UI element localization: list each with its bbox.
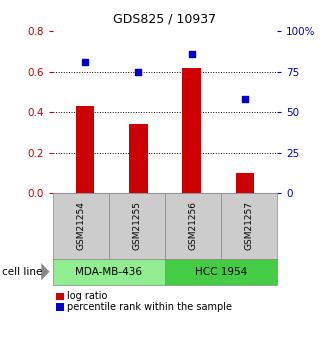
Point <box>82 59 87 65</box>
Text: cell line: cell line <box>2 267 42 277</box>
Text: GDS825 / 10937: GDS825 / 10937 <box>114 12 216 25</box>
Text: GSM21255: GSM21255 <box>132 201 142 250</box>
Point <box>136 69 141 74</box>
Text: MDA-MB-436: MDA-MB-436 <box>75 267 143 277</box>
Bar <box>129 124 148 193</box>
Bar <box>76 106 94 193</box>
Text: log ratio: log ratio <box>67 292 107 301</box>
Point <box>243 96 248 102</box>
Text: GSM21254: GSM21254 <box>76 201 85 250</box>
Bar <box>236 173 254 193</box>
Point <box>189 51 194 57</box>
Text: GSM21257: GSM21257 <box>245 201 254 250</box>
Bar <box>182 68 201 193</box>
Text: HCC 1954: HCC 1954 <box>195 267 247 277</box>
Text: percentile rank within the sample: percentile rank within the sample <box>67 302 232 312</box>
Text: GSM21256: GSM21256 <box>188 201 198 250</box>
